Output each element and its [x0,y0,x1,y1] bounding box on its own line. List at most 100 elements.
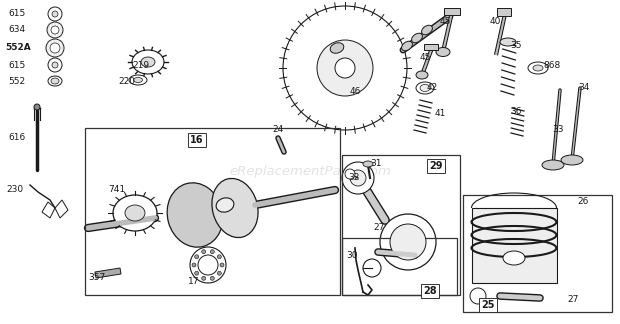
Ellipse shape [422,25,432,35]
Text: 32: 32 [348,172,360,181]
Circle shape [210,250,215,254]
Text: 30: 30 [346,250,358,260]
Text: 41: 41 [435,110,446,119]
Text: 220: 220 [118,77,135,87]
Circle shape [390,224,426,260]
Text: 741: 741 [108,186,125,194]
Bar [342,155,460,295]
Ellipse shape [48,76,62,86]
Circle shape [345,169,355,179]
Text: eReplacementParts.com: eReplacementParts.com [229,166,391,179]
Circle shape [380,214,436,270]
Circle shape [317,40,373,96]
Ellipse shape [125,205,145,221]
Ellipse shape [420,85,430,91]
Text: 29: 29 [429,161,443,171]
Ellipse shape [416,71,428,79]
Ellipse shape [141,57,155,67]
Text: 615: 615 [8,61,25,70]
Circle shape [335,58,355,78]
Polygon shape [95,268,121,278]
Circle shape [218,255,221,259]
Circle shape [190,247,226,283]
Ellipse shape [412,33,422,43]
Text: 634: 634 [8,26,25,34]
Circle shape [198,255,218,275]
Circle shape [202,250,206,254]
Text: 24: 24 [272,125,283,134]
Text: 34: 34 [578,84,590,92]
Text: 27: 27 [373,223,384,232]
Circle shape [350,170,366,186]
Ellipse shape [363,161,373,167]
Ellipse shape [561,155,583,165]
Polygon shape [42,202,55,218]
Text: 357: 357 [88,273,105,283]
Circle shape [46,39,64,57]
Circle shape [47,22,63,38]
Bar [472,208,557,283]
Bar [85,128,340,295]
Ellipse shape [129,75,147,85]
Ellipse shape [167,183,223,247]
Text: 40: 40 [490,17,502,27]
Circle shape [283,6,407,130]
Ellipse shape [528,62,548,74]
Ellipse shape [542,160,564,170]
Text: 616: 616 [8,133,25,143]
Circle shape [52,11,58,17]
Text: 17: 17 [188,277,200,286]
Circle shape [210,276,215,280]
Circle shape [52,62,58,68]
Ellipse shape [113,195,157,231]
Bar [463,195,612,312]
Text: 27: 27 [567,295,578,304]
Text: 35: 35 [510,40,521,50]
Ellipse shape [216,198,234,212]
Polygon shape [55,200,68,218]
Circle shape [34,104,40,110]
Ellipse shape [402,41,412,51]
Text: 219: 219 [132,61,149,70]
Text: 42: 42 [427,84,438,92]
Text: 45: 45 [420,53,432,63]
Ellipse shape [212,179,258,237]
Circle shape [342,162,374,194]
Bar [497,8,511,16]
Ellipse shape [503,251,525,265]
Text: 16: 16 [190,135,204,145]
Text: 26: 26 [577,198,588,206]
Bar [424,44,438,50]
Text: 552: 552 [8,76,25,86]
Circle shape [48,7,62,21]
Circle shape [192,263,196,267]
Bar [444,8,460,15]
Ellipse shape [416,82,434,94]
Text: 615: 615 [8,9,25,18]
Ellipse shape [133,77,143,83]
Text: 33: 33 [552,125,564,134]
Text: 25: 25 [481,300,495,310]
Text: 45: 45 [440,17,451,27]
Text: 552A: 552A [5,43,31,52]
Text: 28: 28 [423,286,437,296]
Bar [342,238,457,295]
Text: 230: 230 [6,186,23,194]
Ellipse shape [132,50,164,74]
Text: 868: 868 [543,61,560,70]
Circle shape [50,43,60,53]
Circle shape [220,263,224,267]
Circle shape [51,26,59,34]
Ellipse shape [500,38,516,46]
Ellipse shape [533,65,543,71]
Circle shape [195,271,198,275]
Text: 31: 31 [370,158,381,168]
Circle shape [218,271,221,275]
Circle shape [48,58,62,72]
Circle shape [202,276,206,280]
Circle shape [195,255,198,259]
Ellipse shape [51,78,59,84]
Text: 46: 46 [350,87,361,97]
Ellipse shape [436,48,450,56]
Text: 36: 36 [510,108,521,117]
